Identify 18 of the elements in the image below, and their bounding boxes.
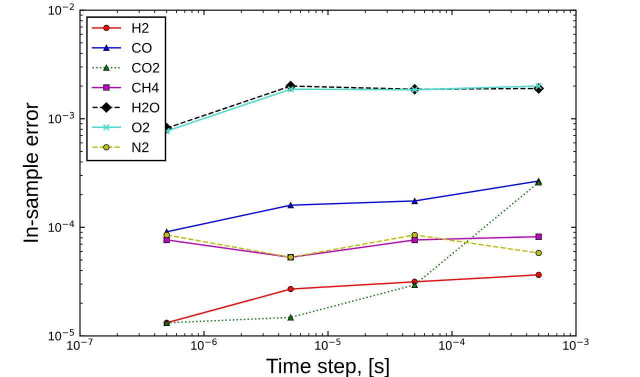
legend-label: O2 xyxy=(132,122,150,132)
legend-label: CO2 xyxy=(132,62,160,73)
y-tick-label: 10$^{−3}$ xyxy=(48,112,74,124)
x-tick-label: 10$^{−3}$ xyxy=(563,338,589,350)
x-tick-label: 10$^{−6}$ xyxy=(191,338,217,350)
x-tick-label: 10$^{−4}$ xyxy=(439,338,465,350)
y-tick-label: 10$^{−2}$ xyxy=(48,3,74,15)
legend-label: H2 xyxy=(132,23,148,33)
legend-label: CO xyxy=(132,42,152,53)
y-tick-label: 10$^{−5}$ xyxy=(48,329,74,340)
x-axis-title: Time step, [s] xyxy=(266,358,389,377)
legend-label: H2O xyxy=(132,102,160,112)
y-axis-title: In-sample error xyxy=(22,102,42,242)
y-tick-label: 10$^{−4}$ xyxy=(48,220,74,232)
legend-label: CH4 xyxy=(132,82,159,93)
legend-label: N2 xyxy=(132,142,148,152)
x-tick-label: 10$^{−5}$ xyxy=(315,338,340,350)
x-tick-label: 10$^{−7}$ xyxy=(67,338,92,350)
